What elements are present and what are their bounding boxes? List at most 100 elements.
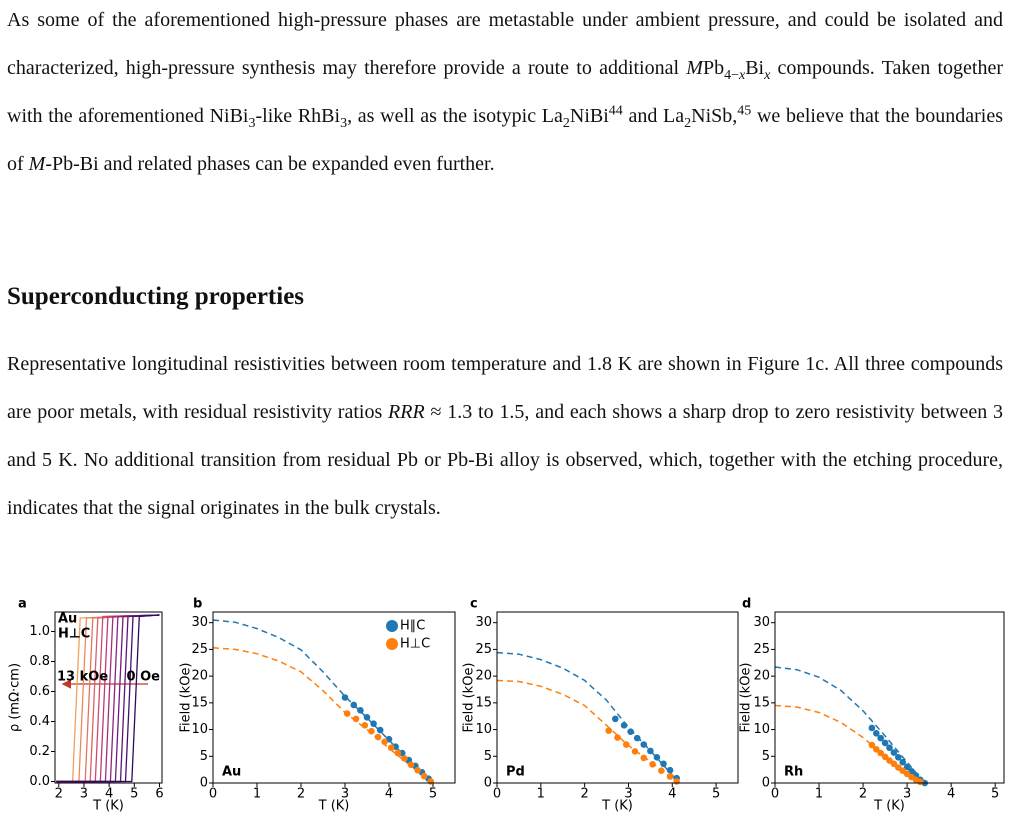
data-point bbox=[886, 744, 893, 752]
x-tick-label: 5 bbox=[429, 787, 437, 802]
data-point bbox=[673, 778, 680, 785]
y-tick-label: 25 bbox=[191, 642, 208, 657]
plot-frame bbox=[496, 611, 739, 784]
x-tick-label: 1 bbox=[537, 787, 545, 802]
data-point bbox=[341, 694, 349, 701]
y-tick-label: 5 bbox=[200, 749, 208, 764]
subscript: x bbox=[764, 68, 770, 83]
y-tick-label: 0.0 bbox=[29, 774, 50, 789]
x-tick-label: 5 bbox=[712, 787, 720, 802]
text-run: NiBi bbox=[569, 105, 609, 127]
y-tick-label: 20 bbox=[475, 669, 492, 684]
annotation: 13 kOe bbox=[57, 670, 108, 685]
data-point bbox=[890, 760, 898, 768]
y-axis-label: ρ (mΩ·cm) bbox=[8, 663, 23, 732]
y-tick-label: 10 bbox=[475, 722, 492, 737]
fit-line bbox=[774, 666, 926, 784]
text-run: M bbox=[28, 153, 46, 175]
text-run: , as well as the isotypic La bbox=[347, 105, 563, 127]
data-point bbox=[350, 701, 358, 709]
y-tick-label: 0.2 bbox=[29, 744, 50, 759]
text-run: compounds. Taken together with the afore… bbox=[7, 57, 1003, 127]
data-point bbox=[640, 741, 648, 748]
text-run: ≈ 1.3 to 1.5, and each shows a sharp dro… bbox=[7, 401, 1003, 519]
data-point bbox=[666, 773, 674, 780]
data-point bbox=[899, 758, 907, 766]
subscript: 4−x bbox=[724, 68, 745, 83]
annotation: 0 Oe bbox=[127, 670, 161, 685]
citation: 45 bbox=[737, 103, 752, 119]
data-point bbox=[647, 747, 654, 755]
y-tick-label: 1.0 bbox=[29, 624, 50, 639]
data-point bbox=[368, 727, 375, 735]
annotation: H⊥C bbox=[58, 627, 90, 642]
x-tick-label: 3 bbox=[903, 787, 911, 802]
x-tick-label: 1 bbox=[815, 787, 823, 802]
panel-label: c bbox=[470, 597, 478, 612]
annotation: Au bbox=[222, 765, 241, 780]
x-tick-label: 0 bbox=[771, 787, 779, 802]
x-tick-label: 2 bbox=[580, 787, 588, 802]
x-tick-label: 3 bbox=[624, 787, 632, 802]
text-run: Bi bbox=[745, 57, 765, 79]
data-point bbox=[660, 760, 667, 768]
data-point bbox=[633, 734, 641, 742]
data-point bbox=[361, 721, 369, 729]
data-point bbox=[881, 753, 889, 761]
y-tick-label: 0.6 bbox=[29, 684, 50, 699]
data-point bbox=[612, 715, 619, 723]
data-point bbox=[381, 738, 388, 746]
data-point bbox=[917, 778, 924, 786]
data-point bbox=[627, 728, 634, 735]
x-tick-label: 4 bbox=[105, 787, 113, 802]
x-tick-label: 3 bbox=[341, 787, 349, 802]
annotation: Au bbox=[58, 612, 77, 627]
y-tick-label: 10 bbox=[191, 722, 208, 737]
x-tick-label: 4 bbox=[385, 787, 393, 802]
data-point bbox=[387, 744, 395, 752]
x-tick-label: 2 bbox=[297, 787, 305, 802]
data-point bbox=[427, 778, 435, 785]
subscript: 2 bbox=[684, 116, 692, 131]
fit-line bbox=[212, 647, 434, 784]
data-point bbox=[420, 772, 428, 780]
x-tick-label: 4 bbox=[947, 787, 955, 802]
x-tick-label: 2 bbox=[55, 787, 63, 802]
paragraph: Representative longitudinal resistivitie… bbox=[7, 340, 1003, 532]
text-run: we believe that the boundaries of bbox=[7, 105, 1004, 175]
y-tick-label: 30 bbox=[475, 615, 492, 630]
y-axis-label: Field (kOe) bbox=[739, 662, 754, 732]
data-point bbox=[881, 739, 889, 747]
y-tick-label: 15 bbox=[191, 695, 208, 710]
y-tick-label: 5 bbox=[762, 749, 770, 764]
data-point bbox=[640, 754, 648, 762]
y-tick-label: 0.4 bbox=[29, 714, 50, 729]
y-tick-label: 25 bbox=[753, 642, 770, 657]
x-tick-label: 4 bbox=[668, 787, 676, 802]
y-axis-label: Field (kOe) bbox=[462, 662, 477, 732]
data-point bbox=[877, 734, 884, 742]
data-point bbox=[872, 730, 880, 737]
data-point bbox=[890, 749, 898, 756]
y-tick-label: 15 bbox=[475, 695, 492, 710]
plot-frame bbox=[54, 611, 163, 784]
data-point bbox=[868, 724, 876, 732]
subscript: 3 bbox=[340, 116, 348, 131]
text-run: x bbox=[764, 68, 771, 83]
y-tick-label: 0.8 bbox=[29, 654, 50, 669]
x-tick-label: 5 bbox=[991, 787, 999, 802]
x-tick-label: 5 bbox=[130, 787, 138, 802]
data-point bbox=[394, 749, 402, 757]
y-tick-label: 10 bbox=[753, 722, 770, 737]
legend-label: H∥C bbox=[400, 619, 425, 634]
data-point bbox=[605, 727, 613, 734]
text-run: and La bbox=[622, 105, 685, 127]
annotation: Rh bbox=[784, 765, 803, 780]
plot-frame bbox=[212, 611, 456, 784]
y-tick-label: 0 bbox=[484, 776, 492, 791]
x-axis-label: T (K) bbox=[92, 799, 124, 814]
x-tick-label: 3 bbox=[80, 787, 88, 802]
panel-label: a bbox=[18, 597, 27, 612]
data-point bbox=[631, 748, 639, 755]
